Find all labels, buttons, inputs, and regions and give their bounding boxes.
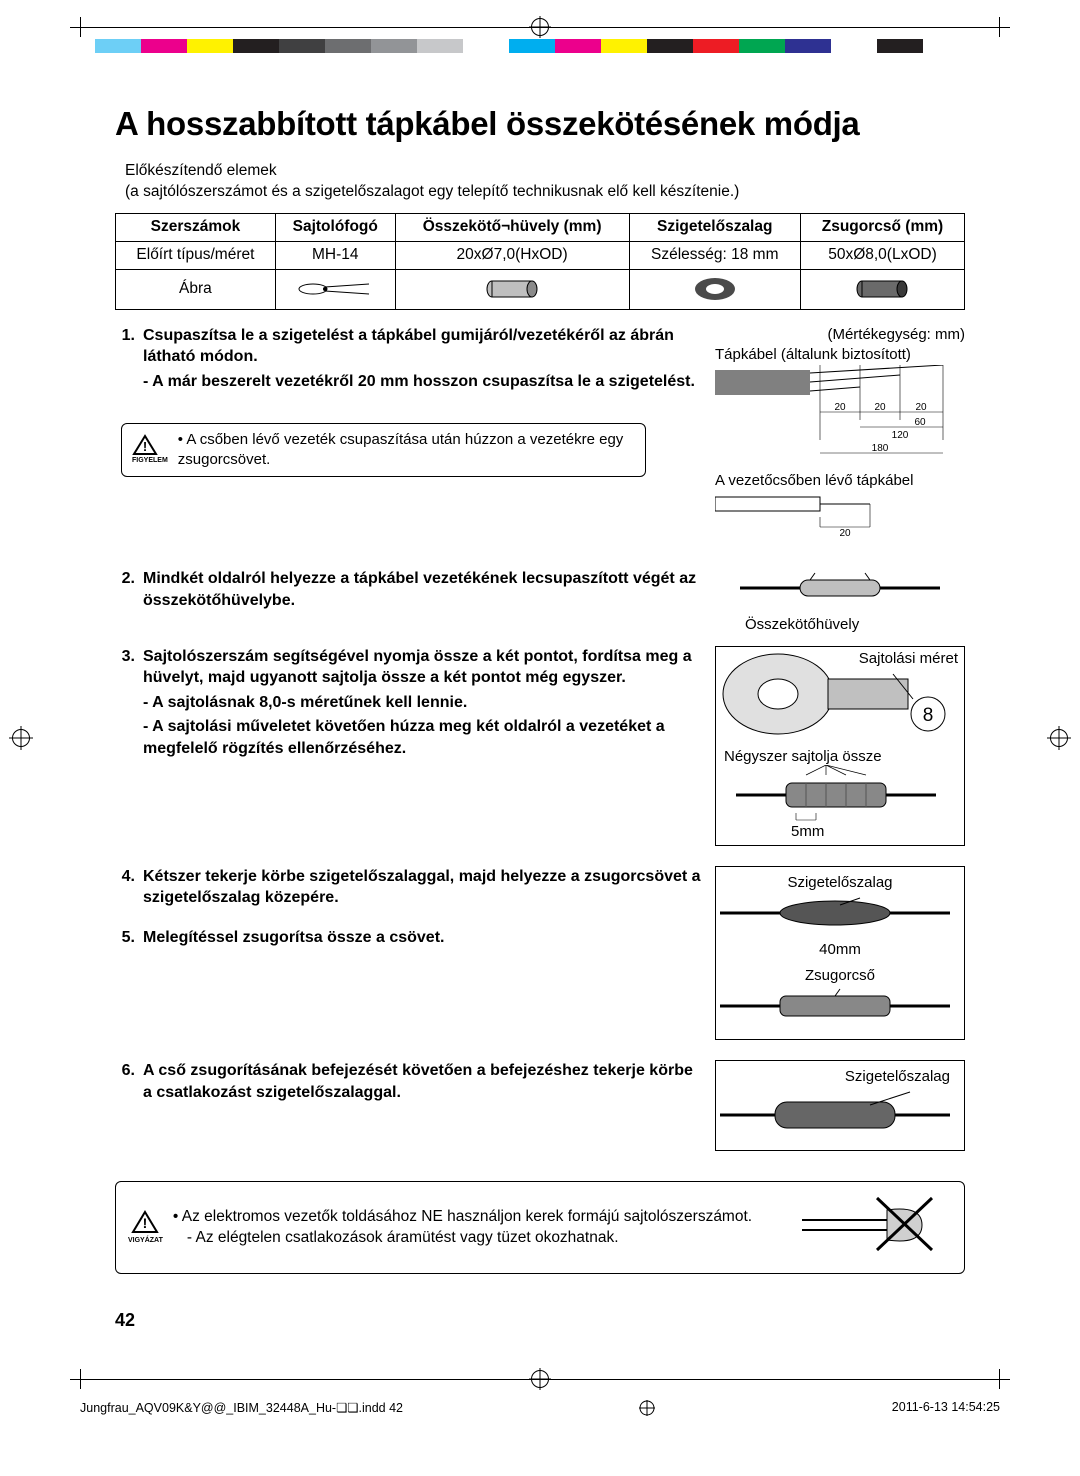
row1-c3: Szélesség: 18 mm — [629, 241, 800, 269]
s1-warn-label: FIGYELEM — [132, 456, 168, 465]
th-tools: Szerszámok — [116, 213, 276, 241]
svg-text:!: ! — [143, 439, 147, 454]
s5-num: 5. — [115, 927, 135, 949]
svg-text:20: 20 — [834, 402, 846, 413]
s1-l2: - A már beszerelt vezetékről 20 mm hossz… — [143, 371, 701, 393]
s3-num: 3. — [115, 646, 135, 760]
page-number: 42 — [115, 1310, 135, 1331]
s6-tape-label: Szigetelőszalag — [720, 1067, 950, 1087]
s6-num: 6. — [115, 1060, 135, 1103]
s2-b1: Mindkét oldalról helyezze a tápkábel vez… — [143, 570, 696, 609]
s6-diagram: Szigetelőszalag — [715, 1060, 965, 1151]
s1-warning: ! FIGYELEM • A csőben lévő vezeték csupa… — [121, 423, 646, 478]
fig-sleeve — [395, 269, 629, 309]
s3-diagram: Sajtolási méret 8 Négyszer sajtolja össz… — [715, 646, 965, 846]
th-tape: Szigetelőszalag — [629, 213, 800, 241]
s6-b1: A cső zsugorításának befejezését követőe… — [143, 1062, 693, 1101]
row2-label: Ábra — [116, 269, 276, 309]
s1-warn-text: A csőben lévő vezeték csupaszítása után … — [178, 431, 624, 468]
final-warn-label: VIGYÁZAT — [128, 1236, 163, 1245]
svg-text:120: 120 — [892, 430, 909, 441]
svg-text:20: 20 — [915, 402, 927, 413]
s1-cable-label: Tápkábel (általunk biztosított) — [715, 345, 965, 365]
s3-l3: - A sajtolási műveletet követően húzza m… — [143, 716, 701, 759]
warning-icon: ! — [132, 434, 158, 456]
intro-text: Előkészítendő elemek (a sajtólószerszámo… — [125, 161, 965, 203]
color-calibration-bar — [95, 39, 923, 53]
svg-text:8: 8 — [923, 705, 934, 726]
final-warning: ! VIGYÁZAT • Az elektromos vezetők toldá… — [115, 1181, 965, 1274]
s4-40mm: 40mm — [720, 940, 960, 960]
s5-b1: Melegítéssel zsugorítsa össze a csövet. — [143, 929, 444, 946]
footer-file: Jungfrau_AQV09K&Y@@_IBIM_32448A_Hu-❏❏.in… — [80, 1400, 403, 1416]
crop-marks-bottom — [0, 1367, 1080, 1391]
svg-text:180: 180 — [872, 443, 889, 454]
crop-marks-top — [0, 15, 1080, 39]
row1-label: Előírt típus/méret — [116, 241, 276, 269]
tools-table: Szerszámok Sajtolófogó Összekötő¬hüvely … — [115, 213, 965, 310]
th-crimp: Sajtolófogó — [275, 213, 395, 241]
s1-conduit-label: A vezetőcsőben lévő tápkábel — [715, 471, 965, 491]
wrong-tool-icon — [802, 1190, 952, 1265]
s2-diagram: Összekötőhüvely — [715, 568, 965, 635]
page-content: A hosszabbított tápkábel összekötésének … — [115, 105, 965, 1331]
svg-text:!: ! — [143, 1215, 148, 1231]
s2-sleeve-label: Összekötőhüvely — [745, 615, 965, 635]
s1-unit: (Mértékegység: mm) — [715, 325, 965, 345]
svg-text:20: 20 — [839, 528, 851, 537]
fig-tape — [629, 269, 800, 309]
s3-l2: - A sajtolásnak 8,0-s méretűnek kell len… — [143, 692, 701, 714]
s1-b1: Csupaszítsa le a szigetelést a tápkábel … — [143, 327, 674, 366]
footer-meta: Jungfrau_AQV09K&Y@@_IBIM_32448A_Hu-❏❏.in… — [80, 1400, 1000, 1416]
warning-icon: ! — [131, 1210, 159, 1234]
svg-text:60: 60 — [914, 417, 926, 428]
s4-diagram: Szigetelőszalag 40mm Zsugorcső — [715, 866, 965, 1041]
s3-5mm: 5mm — [791, 822, 824, 842]
s4-tube-label: Zsugorcső — [720, 966, 960, 986]
th-tube: Zsugorcső (mm) — [800, 213, 964, 241]
fig-pliers — [275, 269, 395, 309]
fig-tube — [800, 269, 964, 309]
s2-num: 2. — [115, 568, 135, 611]
footer-date: 2011-6-13 14:54:25 — [892, 1400, 1000, 1416]
s4-num: 4. — [115, 866, 135, 909]
row1-c4: 50xØ8,0(LxOD) — [800, 241, 964, 269]
svg-text:20: 20 — [874, 402, 886, 413]
page-title: A hosszabbított tápkábel összekötésének … — [115, 105, 965, 143]
s1-diagram: (Mértékegység: mm) Tápkábel (általunk bi… — [715, 325, 965, 544]
registration-left — [12, 729, 30, 747]
fw-l1: Az elektromos vezetők toldásához NE hasz… — [182, 1208, 752, 1225]
registration-right — [1050, 729, 1068, 747]
fw-l2: - Az elégtelen csatlakozások áramütést v… — [187, 1229, 619, 1246]
s4-b1: Kétszer tekerje körbe szigetelőszalaggal… — [143, 868, 701, 907]
s4-tape-label: Szigetelőszalag — [720, 873, 960, 893]
th-sleeve: Összekötő¬hüvely (mm) — [395, 213, 629, 241]
s3-b1: Sajtolószerszám segítségével nyomja össz… — [143, 648, 692, 687]
row1-c1: MH-14 — [275, 241, 395, 269]
row1-c2: 20xØ7,0(HxOD) — [395, 241, 629, 269]
